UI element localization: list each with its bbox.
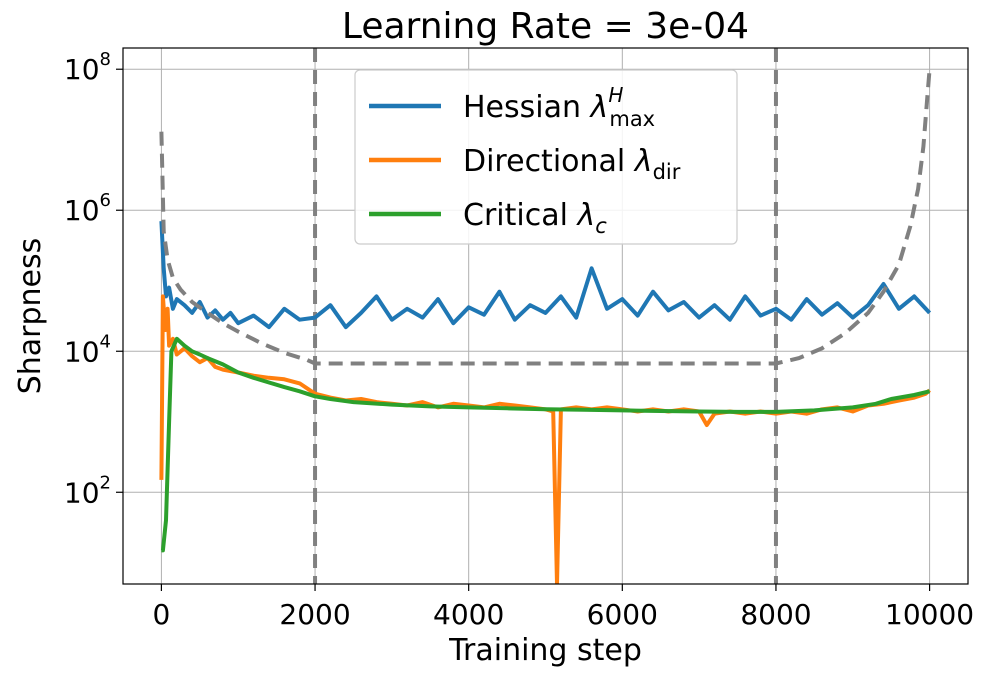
x-tick-label: 10000 [885,598,974,631]
x-tick-label: 2000 [279,598,350,631]
reference-curve-layer [159,69,932,366]
legend-label-hessian: Hessian λH max [463,83,655,131]
x-tick-label: 8000 [740,598,811,631]
legend-box [354,69,738,245]
series-line-critical [160,336,931,553]
reference-curve [159,69,932,366]
series-line-hessian [159,221,932,330]
legend-label-directional: Directional λdir [463,144,681,184]
y-tick-label: 108 [64,49,111,86]
series-lines [159,221,932,584]
y-tick-label: 104 [64,331,111,368]
x-axis-title: Training step [448,633,642,668]
legend-label-critical: Critical λc [463,198,607,238]
x-tick-label: 4000 [433,598,504,631]
plot-area [159,48,932,584]
y-tick-label: 106 [64,190,111,227]
chart-title: Learning Rate = 3e-04 [342,6,749,47]
x-tick-label: 6000 [587,598,658,631]
axes-frame [122,47,969,585]
y-tick-label: 102 [64,472,111,509]
x-tick-label: 0 [152,598,170,631]
legend: Hessian λH max Directional λdir Critical λc [354,69,738,245]
y-axis-title: Sharpness [13,238,48,395]
ticks: 0 2000 4000 6000 8000 10000 102 104 106 108 [64,49,974,631]
